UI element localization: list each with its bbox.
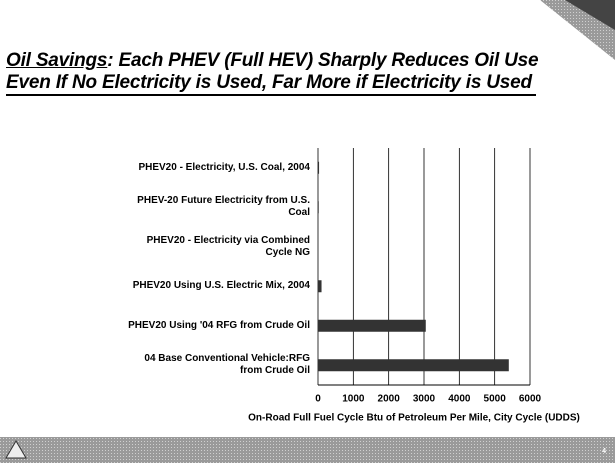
y-tick-label: PHEV-20 Future Electricity from U.S. Coa… [137,195,310,219]
title-text: Even If No Electricity is Used, Far More… [6,72,532,93]
bar [318,161,320,174]
title-emphasis: Oil Savings [6,50,108,71]
slide-title: Even If No Electricity is Used, Far More… [6,72,536,96]
y-tick-label: PHEV20 - Electricity via Combined Cycle … [146,234,310,258]
bar [318,359,509,372]
y-tick-label: PHEV20 Using U.S. Electric Mix, 2004 [132,280,310,292]
x-tick-label: 4000 [448,394,471,405]
bar [318,201,319,214]
logo [5,440,27,459]
corner-decoration [565,0,615,30]
x-tick-label: 2000 [378,394,401,405]
title-text: : Each PHEV (Full HEV) Sharply Reduces O… [107,50,539,71]
y-tick-label: PHEV20 - Electricity, U.S. Coal, 2004 [138,161,310,173]
x-tick-label: 1000 [342,394,365,405]
y-tick-label: 04 Base Conventional Vehicle:RFG from Cr… [144,353,310,377]
y-tick-label: PHEV20 Using '04 RFG from Crude Oil [128,319,310,331]
bar [318,319,426,332]
x-tick-label: 0 [315,394,321,405]
footer-bar [0,437,615,463]
slide-title: Oil Savings: Each PHEV (Full HEV) Sharpl… [6,50,539,72]
x-tick-label: 5000 [484,394,507,405]
bar [318,280,322,293]
x-tick-label: 3000 [413,394,436,405]
x-axis-label: On-Road Full Fuel Cycle Btu of Petroleum… [248,413,580,424]
x-tick-label: 6000 [519,394,542,405]
page-number: 4 [602,448,606,455]
